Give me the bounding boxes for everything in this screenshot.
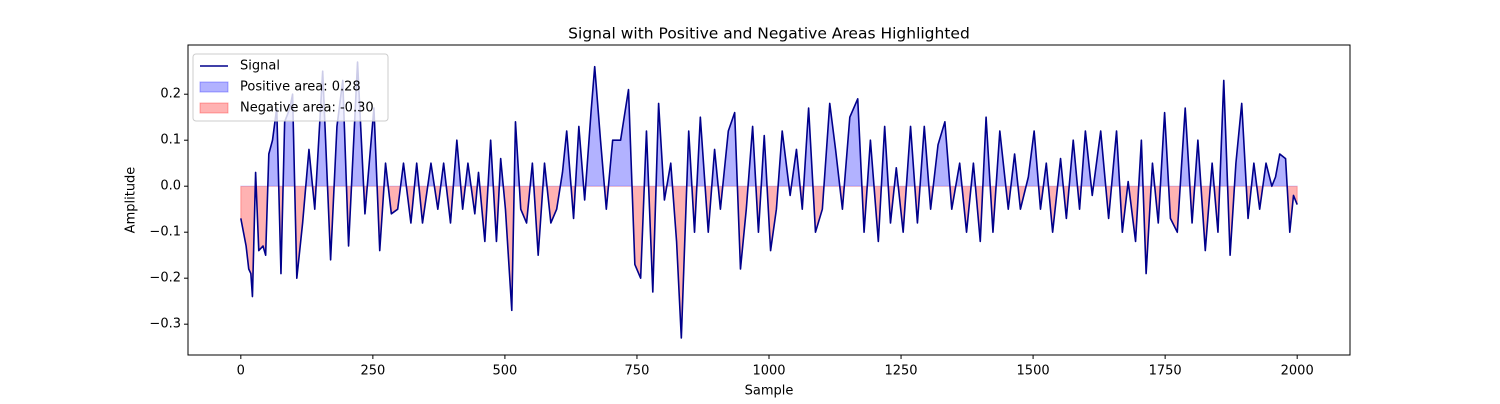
x-tick-label: 750 <box>625 364 650 379</box>
x-tick-label: 2000 <box>1281 364 1314 379</box>
chart-title: Signal with Positive and Negative Areas … <box>568 25 970 43</box>
y-axis-label: Amplitude <box>124 167 139 234</box>
y-tick-label: 0.1 <box>160 133 181 148</box>
plot-frame <box>187 44 1351 356</box>
legend: Signal Positive area: 0.28 Negative area: … <box>192 53 389 122</box>
legend-label: Signal <box>240 59 280 74</box>
x-tick-label: 1500 <box>1017 364 1050 379</box>
legend-box <box>192 53 389 122</box>
x-tick-label: 250 <box>360 364 385 379</box>
y-tick-label: −0.1 <box>149 225 181 240</box>
x-axis-label: Sample <box>745 384 794 399</box>
legend-label: Negative area: -0.30 <box>240 101 374 116</box>
x-tick-label: 0 <box>237 364 245 379</box>
legend-swatch <box>199 102 229 114</box>
signal-line <box>240 61 1298 339</box>
x-tick-label: 500 <box>492 364 517 379</box>
y-tick-label: 0.2 <box>160 87 181 102</box>
legend-label: Positive area: 0.28 <box>240 80 361 95</box>
x-tick-label: 1250 <box>884 364 917 379</box>
x-tick-label: 1750 <box>1149 364 1182 379</box>
legend-swatch <box>199 81 229 93</box>
x-tick-label: 1000 <box>752 364 785 379</box>
y-tick-label: 0.0 <box>160 179 181 194</box>
y-tick-label: −0.2 <box>149 271 181 286</box>
y-tick-label: −0.3 <box>149 317 181 332</box>
area-fill <box>240 61 1298 187</box>
